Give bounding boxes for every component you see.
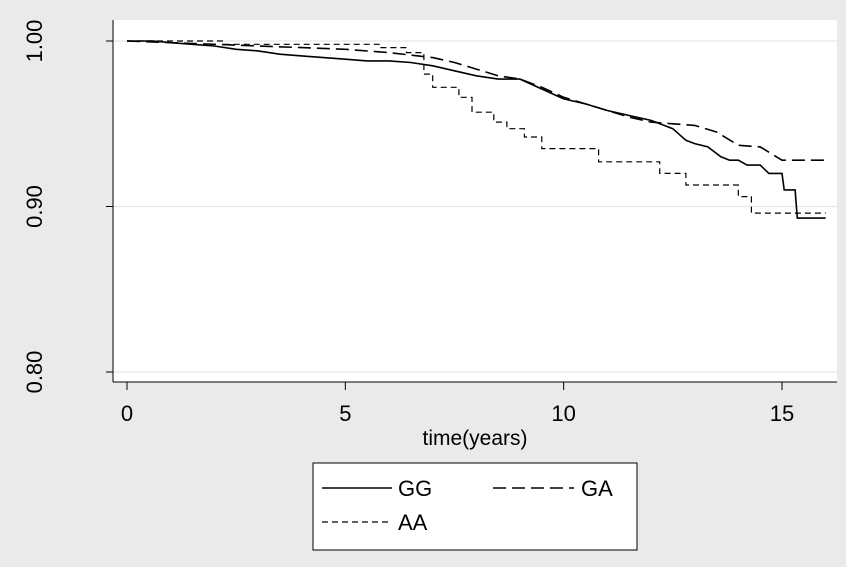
- y-tick-label: 0.80: [22, 351, 47, 394]
- series-line-gg: [127, 40, 826, 219]
- series-line-aa: [127, 40, 826, 214]
- legend-label-gg: GG: [398, 476, 432, 501]
- axes: [112, 20, 837, 383]
- y-tick-label: 0.90: [22, 185, 47, 228]
- x-ticks: 0 5 10 15: [121, 382, 794, 426]
- x-tick-label: 0: [121, 401, 133, 426]
- grid-lines: [113, 40, 837, 373]
- x-tick-label: 5: [339, 401, 351, 426]
- legend: GG GA AA: [312, 462, 638, 551]
- x-tick-label: 10: [551, 401, 575, 426]
- x-axis-title: time(years): [422, 427, 527, 450]
- y-ticks: 0.80 0.90 1.00: [22, 20, 113, 394]
- legend-label-ga: GA: [581, 476, 613, 501]
- legend-box: [312, 462, 638, 551]
- series-lines: [126, 40, 826, 219]
- y-tick-label: 1.00: [22, 20, 47, 63]
- plot-area: [113, 20, 837, 382]
- legend-label-aa: AA: [398, 510, 428, 535]
- series-line-ga: [126, 40, 826, 161]
- x-tick-label: 15: [770, 401, 794, 426]
